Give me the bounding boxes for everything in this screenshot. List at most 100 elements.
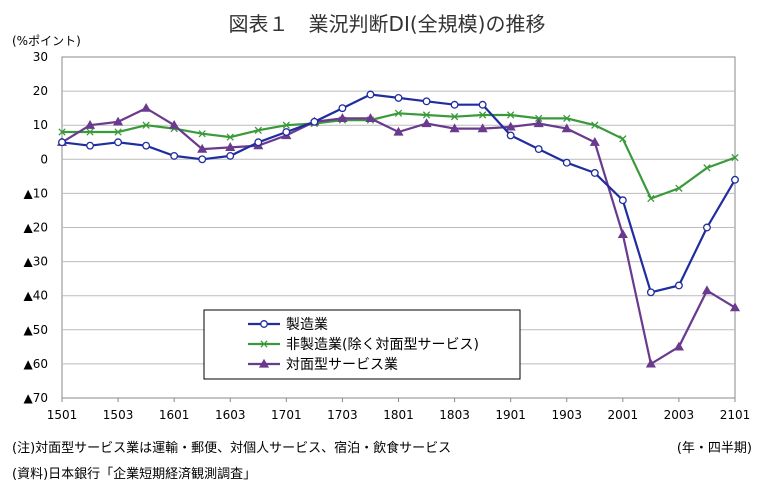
y-tick-label: 30 bbox=[33, 50, 48, 64]
data-point bbox=[478, 111, 487, 119]
data-point bbox=[254, 126, 262, 134]
data-point bbox=[337, 113, 348, 123]
data-point bbox=[422, 97, 431, 106]
data-point bbox=[170, 151, 179, 160]
data-point bbox=[84, 119, 96, 129]
data-point bbox=[226, 133, 234, 141]
y-tick-label: ▲50 bbox=[24, 323, 49, 337]
data-point bbox=[282, 121, 290, 129]
data-point bbox=[142, 141, 151, 150]
data-point bbox=[114, 138, 123, 147]
x-tick-label: 2003 bbox=[664, 408, 695, 422]
data-point bbox=[450, 100, 459, 109]
data-point bbox=[591, 121, 599, 129]
y-tick-label: 20 bbox=[33, 84, 48, 98]
data-point bbox=[198, 130, 206, 138]
chart-title: 図表１ 業況判断DI(全規模)の推移 bbox=[228, 12, 546, 36]
data-point bbox=[731, 175, 739, 184]
legend-marker bbox=[258, 358, 270, 368]
y-tick-label: ▲10 bbox=[24, 186, 49, 200]
data-point bbox=[478, 100, 487, 109]
data-point bbox=[114, 128, 122, 136]
y-tick-label: ▲70 bbox=[24, 391, 49, 405]
data-point bbox=[86, 128, 94, 136]
data-point bbox=[338, 104, 347, 113]
x-tick-label: 2101 bbox=[720, 408, 751, 422]
data-point bbox=[365, 113, 376, 123]
data-point bbox=[506, 131, 515, 140]
legend-label: 対面型サービス業 bbox=[286, 357, 398, 373]
data-point bbox=[226, 151, 235, 160]
data-point bbox=[394, 109, 403, 117]
source-note: (資料)日本銀行「企業短期経済観測調査」 bbox=[12, 467, 257, 482]
data-point bbox=[477, 123, 488, 133]
data-point bbox=[646, 288, 655, 297]
y-tick-label: ▲40 bbox=[24, 289, 49, 303]
footnote: (注)対面型サービス業は運輸・郵便、対個人サービス、宿泊・飲食サービス bbox=[12, 441, 452, 456]
data-point bbox=[394, 93, 403, 102]
legend-label: 非製造業(除く対面型サービス) bbox=[286, 337, 479, 353]
data-point bbox=[422, 111, 431, 119]
data-point bbox=[533, 118, 544, 128]
data-point bbox=[563, 114, 571, 123]
x-tick-label: 1903 bbox=[551, 408, 582, 422]
y-tick-label: ▲30 bbox=[24, 255, 49, 269]
x-tick-label: 1901 bbox=[495, 408, 526, 422]
data-point bbox=[366, 90, 375, 99]
data-point bbox=[703, 223, 711, 232]
x-tick-label: 1501 bbox=[47, 408, 78, 422]
y-tick-label: ▲20 bbox=[24, 221, 49, 235]
data-point bbox=[507, 111, 515, 119]
data-point bbox=[647, 194, 655, 203]
series-line bbox=[62, 112, 736, 200]
data-point bbox=[421, 118, 432, 128]
x-tick-label: 1601 bbox=[159, 408, 190, 422]
data-point bbox=[449, 123, 460, 133]
data-point bbox=[450, 113, 459, 121]
data-point bbox=[169, 119, 180, 129]
data-point bbox=[113, 116, 124, 126]
data-point bbox=[534, 145, 543, 154]
x-tick-label: 1703 bbox=[327, 408, 358, 422]
data-point bbox=[86, 141, 94, 150]
data-point bbox=[703, 164, 711, 172]
x-tick-label: 1801 bbox=[383, 408, 414, 422]
y-tick-label: 10 bbox=[33, 118, 48, 132]
y-tick-label: ▲60 bbox=[24, 357, 49, 371]
x-tick-label: 1603 bbox=[215, 408, 246, 422]
data-point bbox=[618, 196, 627, 205]
x-tick-label: 2001 bbox=[608, 408, 639, 422]
data-point bbox=[674, 281, 683, 290]
y-axis-unit-label: (%ポイント) bbox=[12, 34, 81, 48]
legend-label: 製造業 bbox=[286, 317, 328, 333]
data-point bbox=[197, 143, 208, 153]
data-point bbox=[673, 341, 684, 351]
data-point bbox=[198, 155, 207, 164]
data-point bbox=[58, 128, 66, 136]
x-tick-label: 1701 bbox=[271, 408, 302, 422]
data-point bbox=[561, 123, 572, 133]
data-point bbox=[393, 126, 404, 136]
data-point bbox=[58, 138, 66, 147]
legend-marker bbox=[260, 320, 268, 328]
data-point bbox=[142, 121, 150, 129]
data-point bbox=[589, 137, 600, 146]
data-point bbox=[645, 358, 656, 368]
data-point bbox=[729, 302, 741, 312]
data-point bbox=[701, 285, 713, 295]
x-tick-label: 1803 bbox=[439, 408, 470, 422]
x-tick-label: 1503 bbox=[103, 408, 134, 422]
data-point bbox=[505, 121, 516, 131]
x-axis-unit-label: (年・四半期) bbox=[676, 441, 752, 456]
data-point bbox=[225, 142, 236, 152]
data-point bbox=[617, 229, 628, 238]
data-point bbox=[254, 138, 263, 147]
legend-marker bbox=[260, 340, 268, 348]
data-point bbox=[562, 158, 571, 167]
data-point bbox=[282, 128, 291, 136]
data-point bbox=[310, 117, 319, 126]
data-point bbox=[731, 153, 739, 162]
data-point bbox=[141, 102, 152, 112]
data-point bbox=[590, 168, 599, 177]
